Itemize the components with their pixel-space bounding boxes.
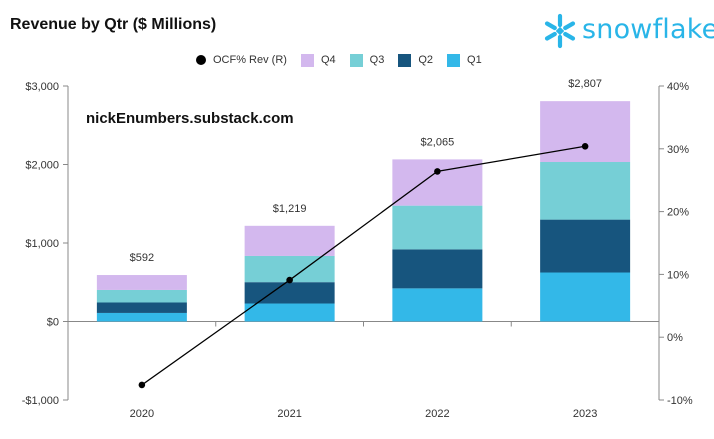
bar-q1-2020	[96, 312, 187, 322]
snowflake-icon	[544, 13, 576, 49]
legend-item-q2: Q2	[398, 53, 434, 67]
bar-q1-2023	[540, 272, 631, 322]
y2-tick-label: 40%	[667, 81, 689, 93]
bar-q2-2020	[96, 302, 187, 313]
snowflake-logo: snowflake	[542, 12, 714, 50]
chart-legend: OCF% Rev (R) Q4 Q3 Q2 Q1	[196, 52, 496, 68]
watermark-text: nickEnumbers.substack.com	[86, 110, 294, 127]
x-tick-label: 2023	[573, 408, 597, 420]
bar-q2-2021	[244, 282, 335, 304]
x-tick-label: 2020	[130, 408, 154, 420]
x-tick-label: 2021	[277, 408, 301, 420]
bar-q4-2023	[540, 101, 631, 162]
ocf-point-2023	[581, 142, 589, 150]
y-tick-label: -$1,000	[22, 395, 59, 407]
legend-item-q4: Q4	[300, 53, 336, 67]
logo-wordmark: snowflake	[582, 14, 714, 45]
legend-swatch-q3	[349, 53, 363, 67]
bar-total-label: $592	[130, 252, 154, 264]
legend-swatch-q2	[398, 53, 412, 67]
legend-label: Q1	[467, 54, 482, 66]
ocf-point-2020	[138, 381, 146, 389]
bar-q3-2020	[96, 289, 187, 303]
bar-q3-2022	[392, 205, 483, 250]
bar-q4-2021	[244, 225, 335, 256]
y2-tick-label: 0%	[667, 332, 683, 344]
legend-label: Q3	[369, 54, 385, 66]
y-tick-label: $1,000	[25, 238, 59, 250]
x-tick-label: 2022	[425, 408, 449, 420]
y-tick-label: $2,000	[25, 160, 59, 172]
y-tick-label: $0	[47, 317, 59, 329]
y2-tick-label: 20%	[667, 207, 689, 219]
y-tick-label: $3,000	[25, 81, 59, 93]
bar-q2-2023	[540, 219, 631, 273]
bar-q4-2022	[392, 159, 483, 206]
legend-item-q1: Q1	[447, 53, 482, 67]
legend-item-q3: Q3	[349, 53, 385, 67]
y2-tick-label: -10%	[667, 395, 693, 407]
bar-total-label: $2,065	[421, 136, 455, 148]
bar-q3-2023	[540, 161, 631, 220]
bar-total-label: $2,807	[568, 78, 602, 90]
bar-q2-2022	[392, 249, 483, 289]
legend-swatch-q4	[300, 53, 314, 67]
y2-tick-label: 30%	[667, 144, 689, 156]
bar-q4-2020	[96, 275, 187, 290]
legend-swatch-q1	[447, 53, 461, 67]
legend-swatch-ocf	[196, 55, 206, 65]
bar-q1-2021	[244, 303, 335, 322]
ocf-point-2022	[434, 168, 441, 175]
ocf-line	[141, 145, 586, 386]
legend-label: Q2	[418, 54, 434, 66]
legend-label: Q4	[320, 54, 336, 66]
bar-q1-2022	[392, 288, 483, 322]
y2-tick-label: 10%	[667, 269, 689, 281]
chart-title: Revenue by Qtr ($ Millions)	[10, 16, 217, 33]
legend-label: OCF% Rev (R)	[213, 54, 287, 66]
legend-item-ocf: OCF% Rev (R)	[196, 54, 287, 66]
ocf-point-2021	[286, 276, 293, 284]
bar-total-label: $1,219	[273, 203, 307, 215]
